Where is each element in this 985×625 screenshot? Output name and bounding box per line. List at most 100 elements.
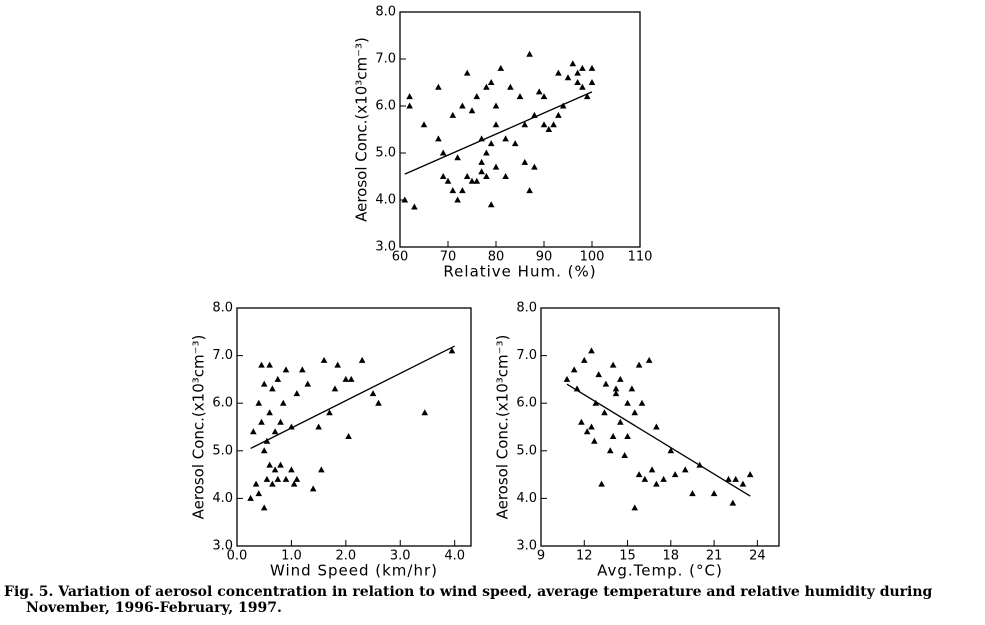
y-axis-label: Aerosol Conc.(x10³cm⁻³) (190, 335, 208, 520)
data-point (579, 83, 586, 90)
data-point (579, 64, 586, 71)
x-tick-label: 0.0 (227, 549, 248, 564)
x-axis-label: Wind Speed (km/hr) (270, 562, 438, 580)
data-point (255, 399, 263, 406)
data-point (492, 163, 500, 170)
data-point (624, 433, 631, 440)
data-point (540, 121, 548, 128)
data-point (271, 466, 279, 473)
data-point (315, 423, 322, 430)
data-point (732, 475, 740, 482)
x-tick-label: 60 (392, 250, 409, 265)
plot-frame (399, 11, 641, 248)
y-tick-label: 3.0 (212, 539, 233, 554)
data-point (667, 447, 675, 454)
data-point (260, 504, 268, 511)
x-tick-label: 9 (537, 549, 545, 564)
data-point (309, 485, 317, 492)
data-point (468, 177, 476, 184)
data-point (250, 428, 257, 435)
data-point (288, 423, 295, 430)
data-point (277, 461, 284, 468)
data-point (588, 423, 595, 430)
x-axis-label: Avg.Temp. (°C) (597, 562, 723, 580)
trend-line (404, 91, 593, 175)
caption: Fig. 5. Variation of aerosol concentrati… (4, 584, 933, 616)
data-point (502, 173, 509, 179)
data-point (473, 93, 481, 100)
y-tick-label: 6.0 (516, 396, 537, 411)
figure: 3.0 4.0 5.0 6.0 7.0 8.0 60 70 80 90 100 110 Relative… (190, 5, 780, 580)
x-tick-label: 80 (488, 250, 505, 265)
x-axis-label: Relative Hum. (%) (443, 263, 596, 281)
data-point (531, 163, 538, 170)
data-point (260, 380, 268, 387)
x-tick-label: 70 (440, 250, 457, 265)
data-point (653, 480, 660, 487)
data-point (521, 121, 529, 128)
y-tick-label: 7.0 (516, 348, 537, 363)
data-point (277, 418, 284, 425)
data-point (511, 140, 519, 147)
x-tick-label: 21 (706, 549, 723, 564)
data-point (463, 69, 471, 76)
data-point (478, 158, 485, 165)
data-point (588, 64, 596, 71)
data-point (459, 102, 466, 109)
x-tick-label: 90 (536, 250, 553, 265)
data-point (580, 356, 588, 363)
data-point (631, 409, 639, 416)
x-tick-label: 110 (628, 250, 653, 265)
x-tick-label: 1.0 (281, 549, 302, 564)
data-point (320, 356, 328, 363)
data-point (439, 173, 447, 179)
data-point (293, 475, 301, 482)
data-point (606, 447, 614, 454)
plot-frame (540, 307, 780, 547)
data-point (478, 168, 485, 175)
data-point (255, 490, 263, 497)
y-tick-label: 5.0 (516, 443, 537, 458)
data-point (570, 366, 578, 373)
data-point (681, 466, 689, 473)
data-point (660, 475, 667, 482)
y-tick-label: 3.0 (516, 539, 537, 554)
data-point (293, 390, 301, 397)
data-point (334, 361, 341, 368)
data-point (288, 466, 295, 473)
y-tick-label: 8.0 (375, 5, 396, 20)
data-point (420, 121, 428, 128)
data-point (406, 93, 413, 100)
data-point (421, 409, 429, 416)
data-point (617, 418, 624, 425)
x-tick-label: 3.0 (390, 549, 411, 564)
data-point (609, 433, 617, 440)
data-point (304, 380, 312, 387)
data-point (487, 79, 495, 85)
data-point (258, 418, 265, 425)
data-point (483, 149, 490, 156)
y-tick-label: 8.0 (212, 301, 233, 316)
data-point (535, 88, 543, 95)
data-point (271, 428, 279, 435)
data-point (689, 490, 696, 497)
data-point (463, 173, 471, 179)
data-point (411, 203, 418, 210)
data-point (564, 74, 572, 81)
trend-line (250, 345, 455, 450)
data-point (540, 93, 548, 100)
x-tick-label: 24 (749, 549, 766, 564)
data-point (641, 475, 649, 482)
data-point (555, 111, 562, 118)
data-point (631, 504, 639, 511)
y-tick-label: 8.0 (516, 301, 537, 316)
y-tick-label: 4.0 (516, 491, 537, 506)
data-point (555, 69, 562, 76)
data-point (444, 177, 452, 184)
plot-frame (236, 307, 472, 547)
data-point (671, 471, 679, 478)
data-point (318, 466, 325, 473)
data-point (612, 390, 620, 397)
data-point (609, 361, 617, 368)
